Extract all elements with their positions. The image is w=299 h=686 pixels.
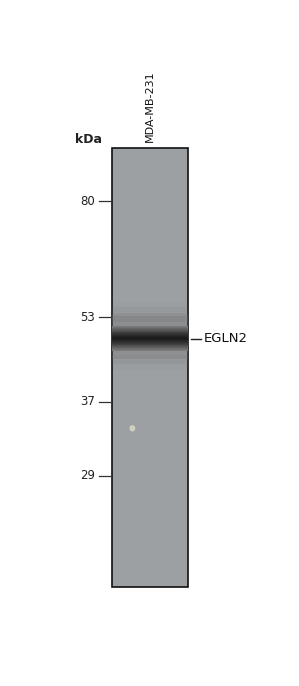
Bar — [112, 350, 188, 359]
Bar — [112, 302, 188, 311]
Bar — [112, 316, 188, 326]
Text: MDA-MB-231: MDA-MB-231 — [145, 71, 155, 142]
Text: EGLN2: EGLN2 — [204, 332, 248, 345]
Bar — [112, 355, 188, 364]
Ellipse shape — [129, 425, 135, 431]
Text: kDa: kDa — [75, 132, 102, 145]
Text: 80: 80 — [80, 195, 95, 208]
Text: 29: 29 — [80, 469, 95, 482]
Text: 53: 53 — [80, 311, 95, 324]
Text: 37: 37 — [80, 395, 95, 408]
Bar — [112, 313, 188, 322]
Bar — [112, 307, 188, 317]
Bar — [112, 148, 188, 587]
Bar — [112, 360, 188, 370]
